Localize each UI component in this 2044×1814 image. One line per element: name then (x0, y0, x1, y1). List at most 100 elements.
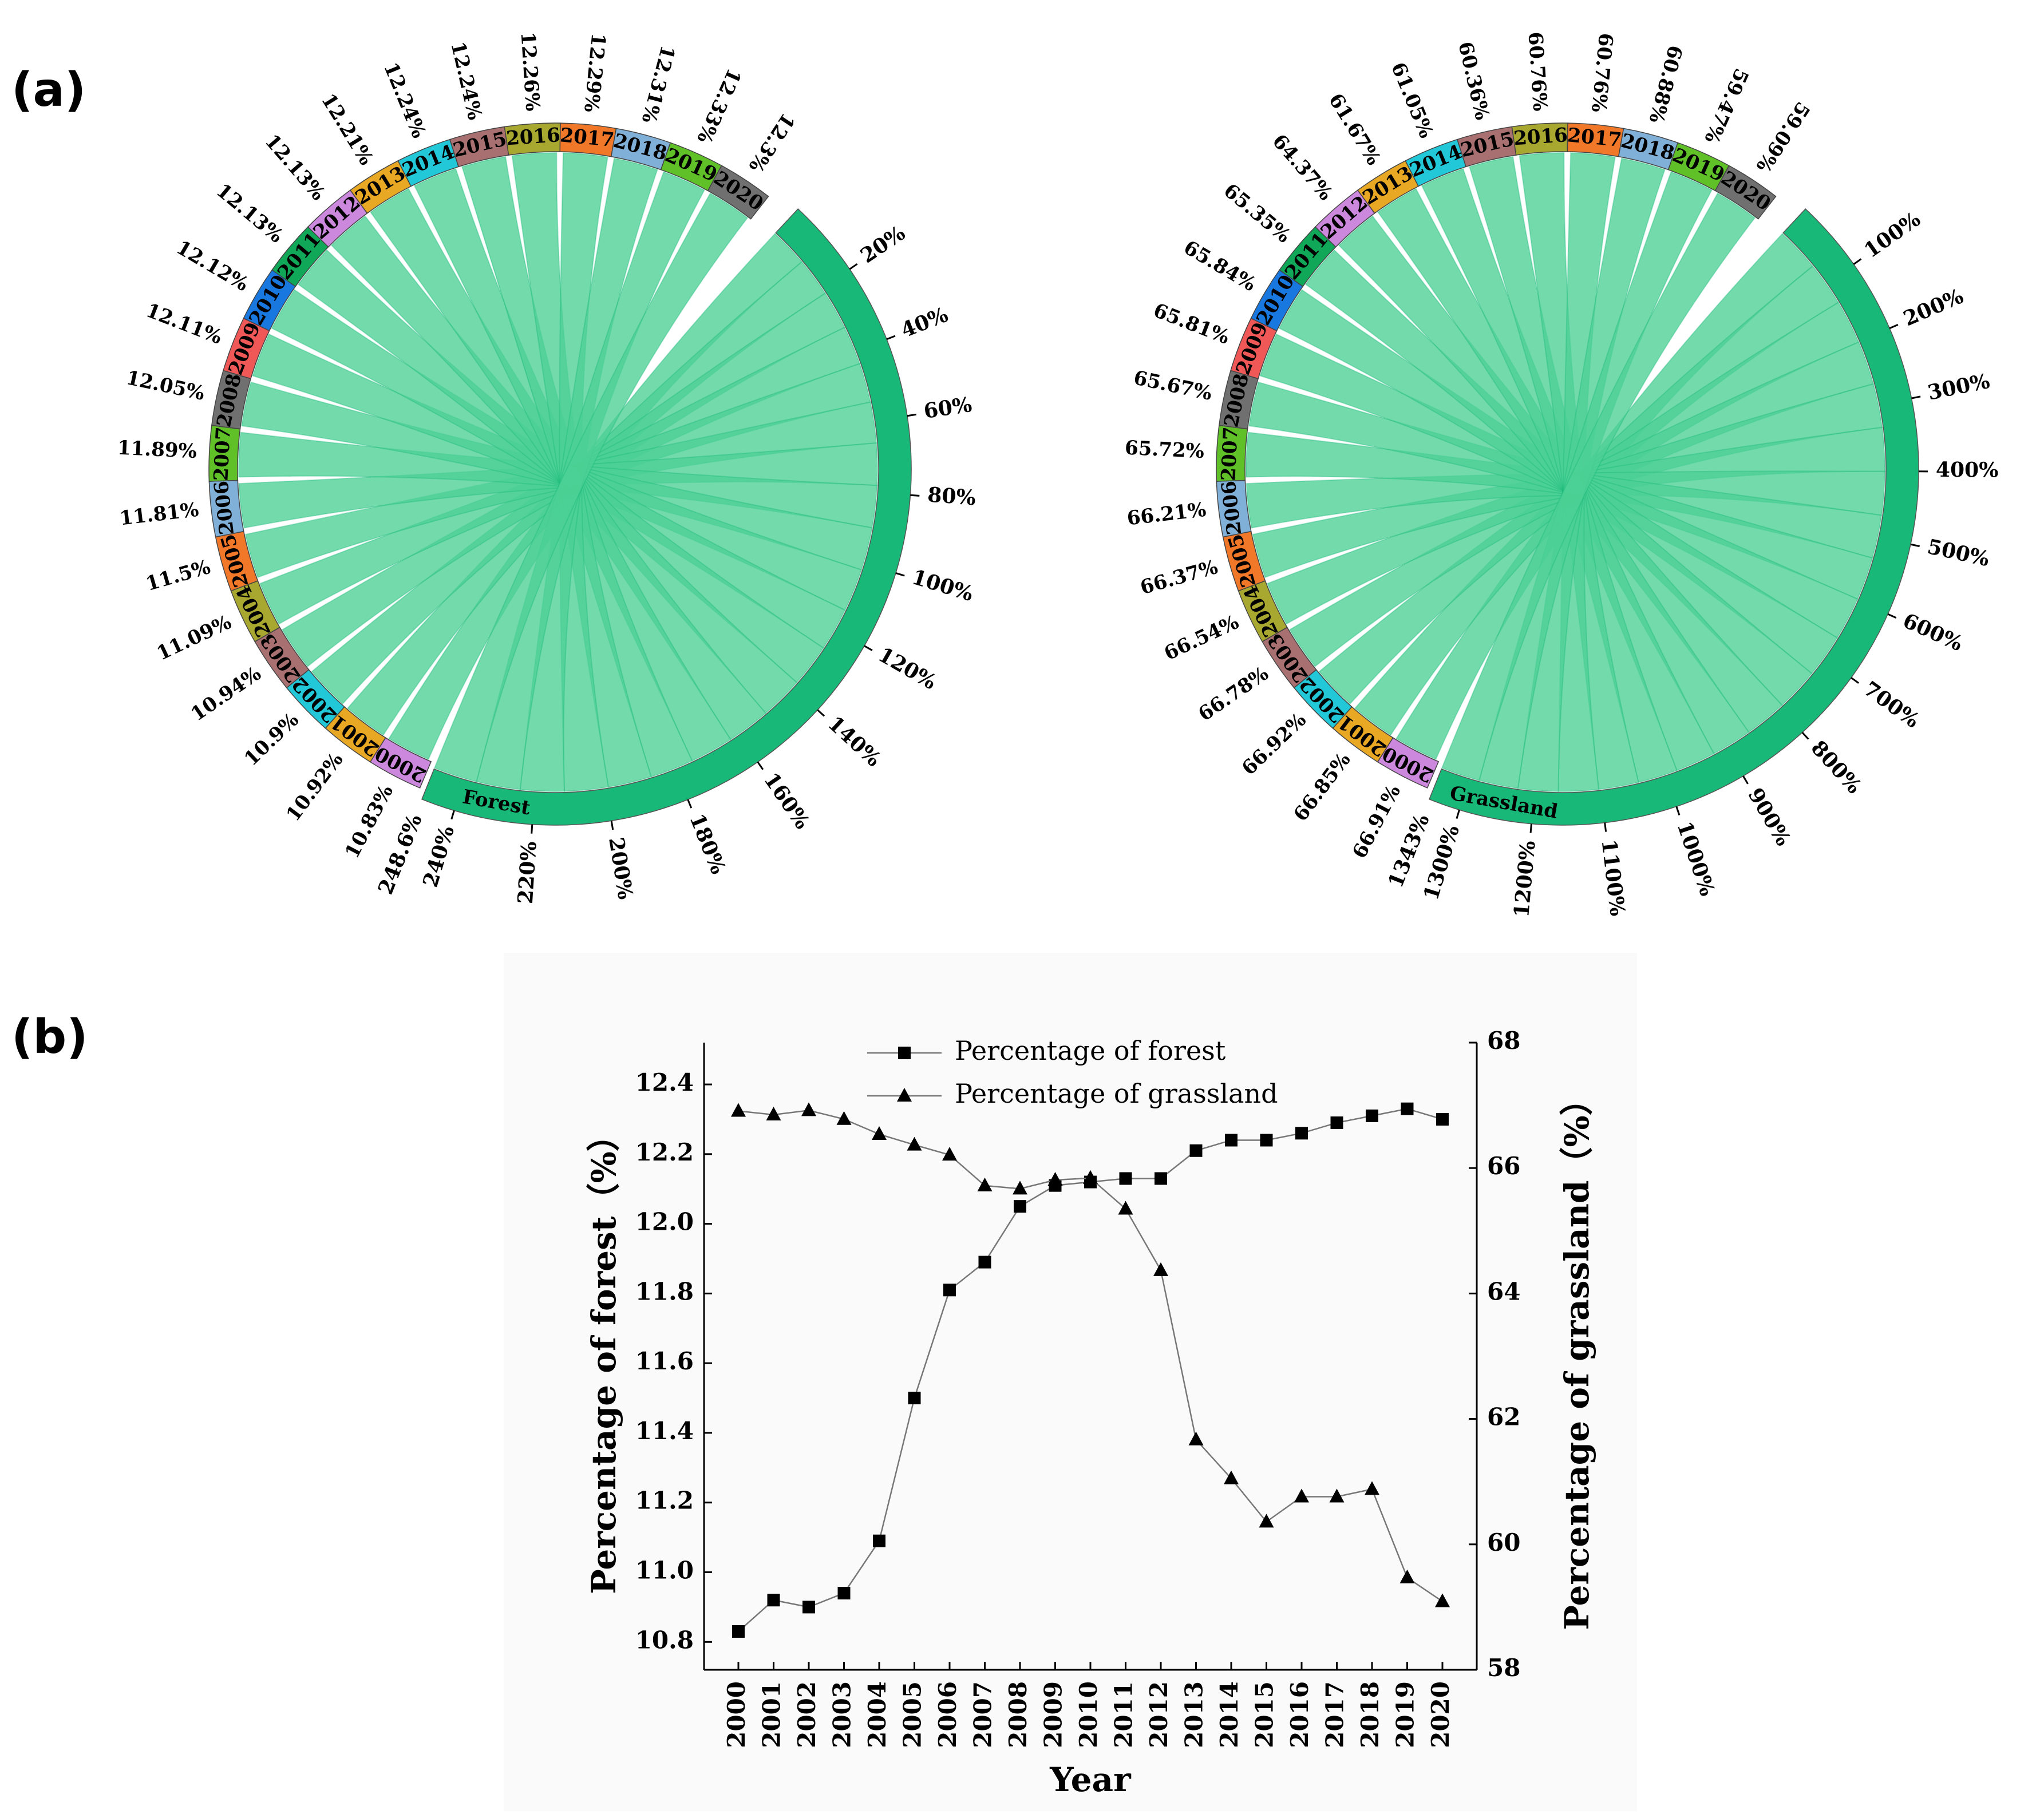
scale-tick (1742, 775, 1749, 785)
data-point (1013, 1181, 1027, 1195)
scale-tick (864, 645, 873, 651)
chord-diagram-grassland: 200066.91%200166.85%200266.92%200366.78%… (1124, 31, 1998, 918)
scale-tick (886, 335, 896, 340)
chord-2005 (1252, 426, 1885, 579)
chords (238, 152, 878, 792)
data-point (873, 1534, 885, 1547)
data-point (1259, 1514, 1274, 1528)
data-point (732, 1625, 745, 1638)
y-right-tick-label: 58 (1487, 1654, 1520, 1682)
data-point (1435, 1593, 1450, 1607)
year-label: 2016 (505, 124, 561, 150)
data-point (1224, 1470, 1239, 1484)
data-point (872, 1126, 887, 1140)
scale-tick (1851, 677, 1860, 684)
chord-2019 (476, 171, 705, 790)
data-point (1365, 1481, 1379, 1495)
scale-tick (450, 810, 455, 820)
data-point (766, 1107, 781, 1121)
data-point (1401, 1102, 1414, 1115)
y-tick-label: 11.6 (635, 1347, 694, 1375)
data-point (1330, 1116, 1343, 1130)
series-grassland (731, 1102, 1450, 1607)
data-point (802, 1601, 815, 1614)
year-label: 2017 (559, 124, 615, 152)
scale-tick (907, 413, 917, 417)
y-tick-label: 12.2 (635, 1138, 694, 1166)
x-tick-label: 2020 (1426, 1681, 1454, 1748)
x-tick-label: 2001 (758, 1681, 786, 1748)
y-right-tick-label: 66 (1487, 1152, 1520, 1180)
x-tick-label: 2010 (1074, 1681, 1102, 1748)
chord-2018 (519, 157, 658, 792)
percentage-label: 60.76% (1523, 31, 1551, 112)
y-tick-label: 12.0 (635, 1208, 694, 1236)
y-right-tick-label: 62 (1487, 1403, 1520, 1431)
y-axis-title: Percentage of forest（%） (584, 1118, 623, 1594)
chord-2020 (433, 192, 749, 783)
y-tick-label: 11.2 (635, 1487, 694, 1515)
scale-tick-label: 80% (927, 482, 976, 510)
chord-2017 (559, 152, 609, 792)
data-point (1119, 1172, 1132, 1185)
x-tick-label: 2003 (828, 1681, 856, 1748)
scale-tick (849, 263, 858, 270)
chord-2007 (1246, 431, 1883, 559)
data-point (1155, 1172, 1167, 1185)
scale-tick (1911, 395, 1921, 399)
data-point (1189, 1144, 1203, 1157)
data-point (1329, 1488, 1345, 1503)
scale-tick-label: 220% (513, 841, 541, 905)
chord-2006 (1246, 470, 1885, 529)
x-tick-label: 2012 (1145, 1681, 1173, 1748)
target-band (421, 208, 912, 826)
year-segment-2020 (1714, 165, 1777, 220)
legend: Percentage of forest Percentage of grassl… (867, 1035, 1278, 1109)
data-point (1436, 1112, 1449, 1126)
data-point (1399, 1569, 1415, 1583)
year-label: 2007 (1217, 426, 1242, 481)
x-tick-label: 2000 (722, 1681, 750, 1748)
scale-tick (1801, 731, 1809, 740)
chord-2001 (346, 261, 827, 736)
data-point (1083, 1170, 1098, 1184)
x-tick-label: 2014 (1215, 1681, 1243, 1748)
chord-2016 (511, 152, 652, 788)
x-tick-label: 2019 (1391, 1681, 1420, 1748)
panel-b-tag: (b) (11, 1010, 88, 1064)
year-label: 2016 (1513, 124, 1568, 150)
chord-2008 (1248, 381, 1873, 600)
y-right-tick-label: 60 (1487, 1528, 1520, 1556)
line-chart: 10.8 11.0 11.2 11.4 11.6 11.8 12.0 12.2 12.4 58 60… (584, 1027, 1596, 1799)
data-point (978, 1255, 991, 1269)
scale-tick (757, 761, 764, 770)
y-tick-label: 11.8 (635, 1277, 694, 1305)
line-panel-background (504, 953, 1637, 1811)
data-point (1014, 1200, 1026, 1213)
data-point (1225, 1134, 1238, 1147)
data-point (943, 1284, 956, 1297)
legend-label: Percentage of grassland (955, 1078, 1278, 1109)
chord-2004 (1267, 383, 1883, 625)
percentage-label: 65.72% (1124, 437, 1204, 463)
legend-marker (898, 1047, 911, 1059)
y-tick-label: 10.8 (635, 1626, 694, 1654)
data-point (907, 1136, 922, 1151)
scale-tick (1887, 613, 1897, 619)
data-point (1295, 1127, 1308, 1140)
chord-2020 (1441, 192, 1756, 782)
x-tick-label: 2002 (793, 1681, 821, 1748)
data-point (1188, 1431, 1204, 1445)
data-point (801, 1102, 816, 1116)
data-point (731, 1103, 746, 1117)
data-point (1294, 1488, 1309, 1503)
y-tick-label: 11.0 (635, 1556, 694, 1585)
x-tick-label: 2011 (1110, 1681, 1138, 1748)
scale-tick (1889, 323, 1899, 330)
x-tick-label: 2017 (1321, 1681, 1349, 1748)
scale-tick (1675, 806, 1681, 816)
data-point (1118, 1201, 1133, 1215)
data-point (836, 1111, 852, 1125)
y-tick-label: 12.4 (635, 1068, 694, 1096)
